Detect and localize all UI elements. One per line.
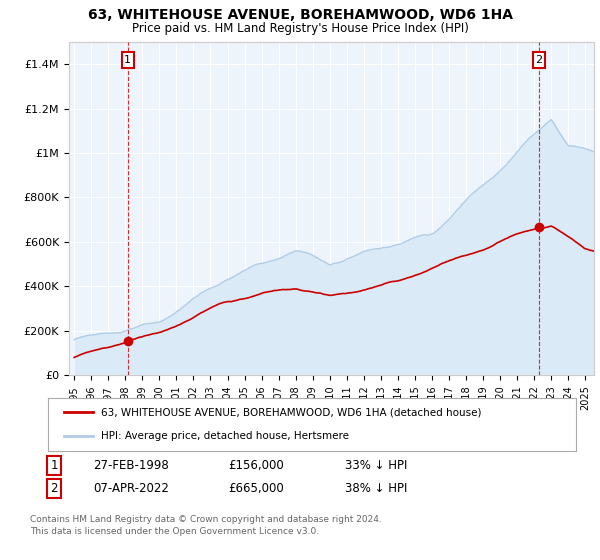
Text: 33% ↓ HPI: 33% ↓ HPI <box>345 459 407 473</box>
Text: This data is licensed under the Open Government Licence v3.0.: This data is licensed under the Open Gov… <box>30 528 319 536</box>
Text: 07-APR-2022: 07-APR-2022 <box>93 482 169 495</box>
Text: Price paid vs. HM Land Registry's House Price Index (HPI): Price paid vs. HM Land Registry's House … <box>131 22 469 35</box>
Text: 38% ↓ HPI: 38% ↓ HPI <box>345 482 407 495</box>
Text: 63, WHITEHOUSE AVENUE, BOREHAMWOOD, WD6 1HA (detached house): 63, WHITEHOUSE AVENUE, BOREHAMWOOD, WD6 … <box>101 408 481 418</box>
Text: 63, WHITEHOUSE AVENUE, BOREHAMWOOD, WD6 1HA: 63, WHITEHOUSE AVENUE, BOREHAMWOOD, WD6 … <box>88 8 512 22</box>
Text: 2: 2 <box>535 55 542 65</box>
Text: HPI: Average price, detached house, Hertsmere: HPI: Average price, detached house, Hert… <box>101 431 349 441</box>
Text: 1: 1 <box>50 459 58 473</box>
Text: £665,000: £665,000 <box>228 482 284 495</box>
Text: £156,000: £156,000 <box>228 459 284 473</box>
Text: 27-FEB-1998: 27-FEB-1998 <box>93 459 169 473</box>
Text: Contains HM Land Registry data © Crown copyright and database right 2024.: Contains HM Land Registry data © Crown c… <box>30 515 382 524</box>
Text: 2: 2 <box>50 482 58 495</box>
Text: 1: 1 <box>124 55 131 65</box>
